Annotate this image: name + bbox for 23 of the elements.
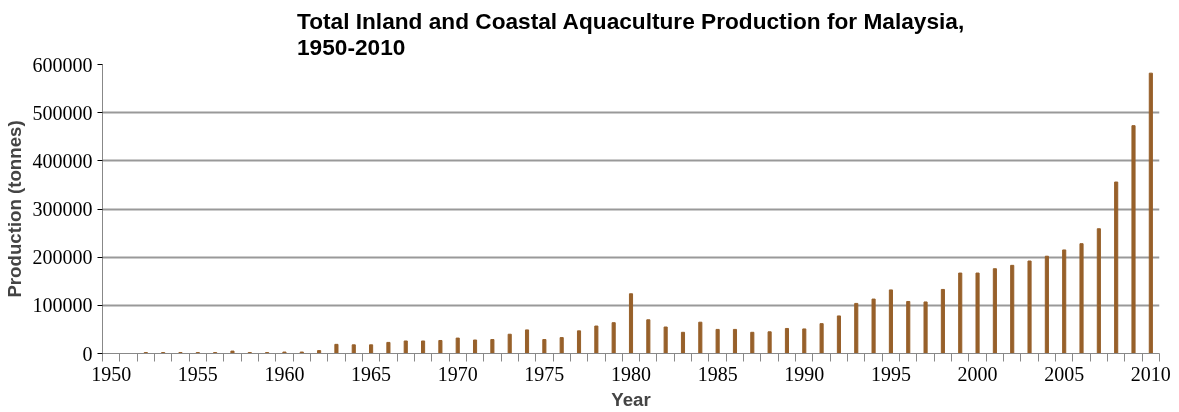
x-tick-label: 1970	[437, 362, 478, 385]
y-tick-label: 300000	[32, 198, 93, 220]
x-tick-label: 1975	[524, 362, 565, 385]
x-tick-label: 1955	[177, 362, 218, 385]
x-tick-label: 1950	[91, 362, 132, 385]
y-tick-label: 200000	[32, 246, 93, 269]
x-tick-label: 2005	[1044, 362, 1085, 385]
y-axis-title: Production (tonnes)	[3, 120, 25, 298]
x-tick-label: 1995	[870, 362, 911, 385]
chart-title: Total Inland and Coastal Aquaculture Production for Malaysia, 1950-2010	[296, 7, 965, 60]
x-axis-title: Year	[611, 388, 651, 410]
x-tick-label: 1985	[697, 362, 738, 385]
y-tick-label: 500000	[32, 101, 93, 124]
x-tick-label: 1990	[784, 362, 825, 385]
y-tick-label: 600000	[32, 53, 93, 76]
x-tick-label: 2000	[957, 362, 998, 385]
x-tick-label: 2010	[1130, 362, 1171, 385]
x-tick-label: 1980	[611, 362, 651, 385]
y-tick-label: 100000	[32, 294, 93, 317]
x-tick-label: 1965	[351, 362, 392, 385]
x-tick-label: 1960	[264, 362, 305, 385]
y-tick-label: 400000	[32, 149, 93, 172]
y-tick-label: 0	[82, 342, 93, 365]
